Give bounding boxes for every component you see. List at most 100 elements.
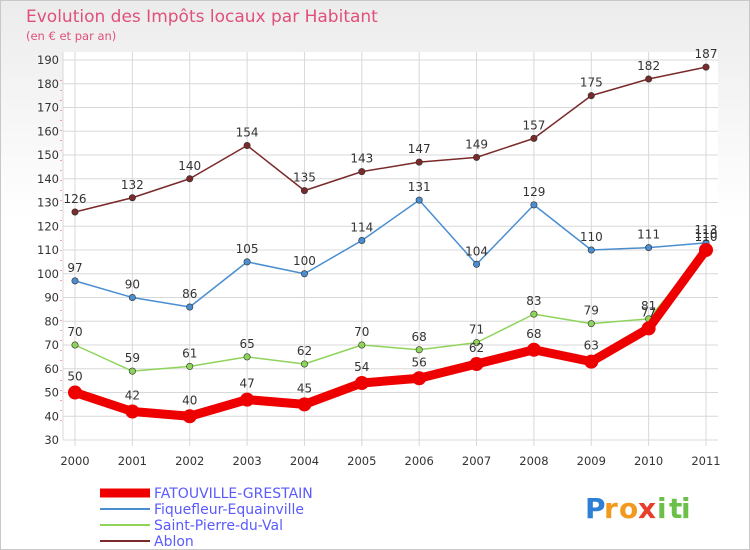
data-label: 70: [67, 325, 82, 339]
logo-letter: t: [669, 492, 682, 525]
data-point: [469, 357, 484, 371]
plot-area: [63, 52, 718, 440]
data-label: 71: [469, 323, 484, 337]
x-tick-label: 2000: [60, 454, 89, 468]
data-point: [702, 63, 710, 71]
data-label: 114: [350, 221, 373, 235]
data-label: 59: [125, 351, 140, 365]
data-label: 61: [182, 346, 197, 360]
data-point: [587, 320, 595, 328]
data-label: 129: [522, 185, 545, 199]
data-point: [645, 75, 653, 83]
data-point: [587, 246, 595, 254]
data-label: 68: [526, 327, 541, 341]
axis-layer: 30 40 50 60 70 80 90 100 110 120 130 140 150 160 170 18…: [37, 52, 721, 468]
data-point: [415, 196, 423, 204]
data-point: [300, 360, 308, 368]
data-point: [473, 153, 481, 161]
data-label: 187: [695, 47, 718, 61]
data-label: 62: [469, 341, 484, 355]
data-label: 110: [695, 227, 718, 241]
y-tick-label: 120: [37, 219, 59, 233]
x-tick-label: 2006: [405, 454, 434, 468]
x-tick-label: 2005: [347, 454, 376, 468]
y-tick-label: 130: [37, 196, 59, 210]
data-point: [186, 362, 194, 370]
proxiti-logo: Pr o x i ti: [585, 492, 691, 525]
data-point: [530, 134, 538, 142]
data-point: [645, 244, 653, 252]
data-label: 68: [412, 330, 427, 344]
data-point: [243, 353, 251, 361]
data-point: [412, 371, 427, 386]
data-label: 42: [125, 389, 140, 403]
data-label: 135: [293, 171, 316, 185]
x-tick-label: 2001: [118, 454, 147, 468]
data-label: 147: [408, 142, 431, 156]
data-label: 83: [526, 294, 541, 308]
data-point: [473, 339, 481, 347]
x-tick-label: 2008: [519, 454, 548, 468]
y-tick-label: 70: [44, 338, 59, 352]
y-tick-label: 160: [37, 124, 59, 138]
y-tick-label: 100: [37, 267, 59, 281]
data-label: 104: [465, 244, 488, 258]
data-label: 110: [580, 230, 603, 244]
data-point: [473, 260, 481, 268]
series-line: [74, 199, 707, 308]
logo-letter: i: [657, 492, 667, 525]
y-tick-label: 30: [44, 433, 59, 447]
data-label: 157: [522, 118, 545, 132]
data-label: 70: [354, 325, 369, 339]
data-label: 50: [67, 370, 82, 384]
data-label: 77: [641, 305, 656, 319]
data-point: [358, 168, 366, 176]
legend-label: Saint-Pierre-du-Val: [154, 518, 283, 534]
data-point: [530, 310, 538, 318]
data-label: 86: [182, 287, 197, 301]
data-point: [240, 392, 255, 407]
series-line: [74, 249, 707, 372]
y-tick-label: 170: [37, 101, 59, 115]
grid-layer: [63, 52, 718, 446]
y-tick-label: 190: [37, 53, 59, 67]
data-point: [125, 404, 140, 419]
data-point: [415, 158, 423, 166]
data-point: [584, 354, 599, 369]
data-label: 79: [584, 304, 599, 318]
y-tick-label: 140: [37, 172, 59, 186]
data-point: [186, 303, 194, 311]
chart-title: Evolution des Impôts locaux par Habitant: [26, 7, 378, 27]
data-point: [182, 409, 197, 424]
data-label-layer: 126 132 140 154 135 143 147 149 157 175 182 187 97 90…: [64, 47, 718, 407]
data-label: 149: [465, 137, 488, 151]
data-point: [128, 194, 136, 202]
data-label: 140: [178, 159, 201, 173]
legend-label: FATOUVILLE-GRESTAIN: [154, 486, 313, 502]
x-tick-label: 2009: [577, 454, 606, 468]
logo-letter: r: [604, 492, 618, 525]
data-label: 62: [297, 344, 312, 358]
series-layer: [68, 63, 713, 424]
data-point: [358, 237, 366, 245]
chart-subtitle: (en € et par an): [26, 29, 116, 43]
data-label: 132: [121, 178, 144, 192]
legend-label: Ablon: [154, 534, 194, 550]
data-point: [300, 187, 308, 195]
data-label: 111: [637, 228, 660, 242]
data-point: [530, 201, 538, 209]
data-label: 54: [354, 360, 369, 374]
data-point: [641, 321, 656, 336]
data-point: [68, 385, 82, 400]
y-tick-label: 60: [44, 362, 59, 376]
series-line: [74, 66, 707, 213]
y-tick-label: 50: [44, 386, 59, 400]
data-label: 63: [584, 339, 599, 353]
x-tick-label: 2004: [290, 454, 319, 468]
data-point: [526, 342, 541, 357]
y-tick-label: 80: [44, 314, 59, 328]
data-label: 110: [695, 230, 718, 244]
logo-letter: o: [619, 492, 638, 525]
data-point: [297, 397, 312, 412]
data-label: 45: [297, 381, 312, 395]
